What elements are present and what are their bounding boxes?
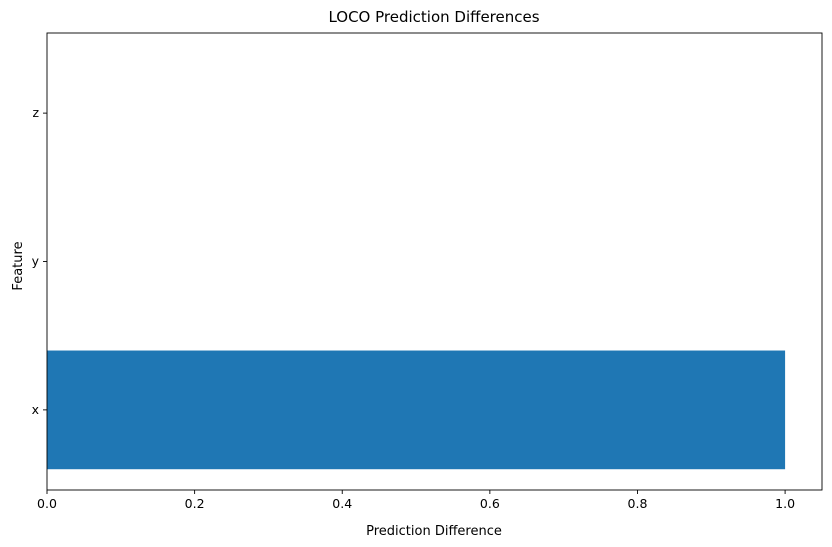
y-axis-label: Feature	[11, 241, 26, 290]
y-tick-label: y	[32, 254, 40, 269]
plot-area: 0.0 0.2 0.4 0.6 0.8 1.0 x y z	[32, 32, 823, 511]
y-tick-label: z	[32, 105, 39, 120]
x-tick-label: 0.4	[332, 496, 352, 511]
x-tick-label: 1.0	[775, 496, 795, 511]
x-tick-label: 0.6	[480, 496, 500, 511]
chart-title: LOCO Prediction Differences	[328, 8, 539, 26]
bar-x	[47, 350, 786, 470]
y-tick-label: x	[32, 402, 39, 417]
x-axis-label: Prediction Difference	[366, 524, 502, 539]
x-tick-label: 0.2	[185, 496, 205, 511]
x-tick-label: 0.0	[37, 496, 57, 511]
x-tick-label: 0.8	[628, 496, 648, 511]
